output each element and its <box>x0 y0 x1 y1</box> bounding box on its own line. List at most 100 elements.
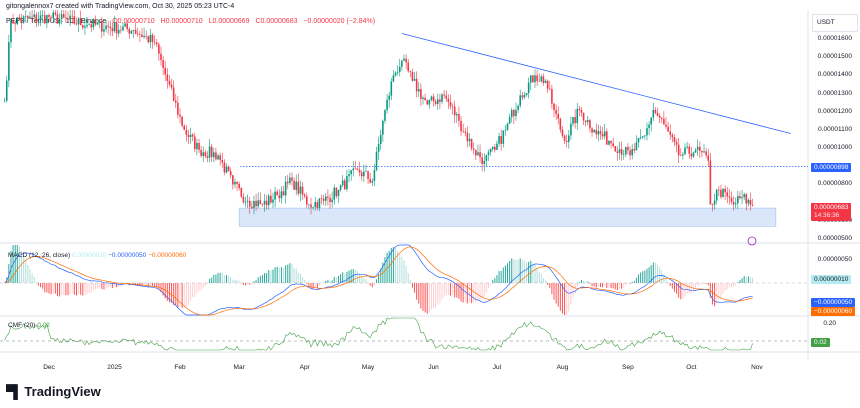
candle-body <box>187 134 190 137</box>
candle-body <box>117 29 120 34</box>
candle-body <box>126 23 128 29</box>
candle-body <box>240 188 243 197</box>
candle-body <box>280 191 283 199</box>
candle-body <box>548 88 551 90</box>
price-tick: 0.00001100 <box>818 125 852 133</box>
candle-body <box>656 112 659 116</box>
candle-body <box>709 160 712 205</box>
macd-title[interactable]: MACD (12, 26, close) <box>8 252 71 259</box>
candle-body <box>295 181 298 190</box>
candle-body <box>751 204 754 206</box>
candle-body <box>71 15 74 17</box>
tradingview-logo-icon: ▀▌ <box>6 384 22 399</box>
candle-body <box>325 196 327 201</box>
candle-body <box>561 129 564 136</box>
candle-body <box>244 201 247 203</box>
candle-body <box>637 138 640 143</box>
candle-body <box>327 196 329 198</box>
candle-body <box>703 151 705 153</box>
candle-body <box>141 34 143 38</box>
time-tick: Nov <box>751 364 763 371</box>
candle-body <box>189 134 192 137</box>
candle-body <box>215 152 217 160</box>
candle-body <box>671 134 674 138</box>
tradingview-logo-text: TradingView <box>24 384 101 399</box>
time-tick: Aug <box>556 364 569 371</box>
candle-body <box>633 149 636 151</box>
candle-body <box>62 14 65 18</box>
candle-body <box>329 197 331 203</box>
tradingview-logo[interactable]: ▀▌ TradingView <box>6 384 101 399</box>
candle-body <box>576 108 579 124</box>
candle-body <box>652 109 655 118</box>
candle-body <box>669 131 672 135</box>
candle-body <box>24 16 27 17</box>
currency-label[interactable]: USDT <box>812 14 858 32</box>
candle-body <box>597 131 600 135</box>
candle-body <box>248 200 251 207</box>
candle-body <box>570 123 572 136</box>
candle-body <box>743 194 745 198</box>
candle-body <box>58 18 61 24</box>
candle-body <box>358 169 361 173</box>
candle-body <box>54 12 57 15</box>
candle-body <box>388 95 390 100</box>
candle-body <box>401 60 403 67</box>
candle-body <box>206 156 209 158</box>
candle-body <box>390 81 393 96</box>
candle-body <box>96 22 99 25</box>
candle-body <box>439 99 441 102</box>
candle-body <box>690 153 693 157</box>
candle-body <box>310 204 312 208</box>
candle-body <box>67 18 69 20</box>
candle-body <box>293 180 295 190</box>
candle-body <box>377 144 380 152</box>
candle-body <box>232 175 234 185</box>
close-value: C0.00000683 <box>255 18 298 25</box>
candle-body <box>517 105 519 110</box>
candle-body <box>462 130 464 132</box>
candle-body <box>394 72 397 76</box>
candle-body <box>221 160 224 163</box>
candle-body <box>417 89 420 92</box>
candle-body <box>606 131 608 145</box>
candle-body <box>536 75 538 82</box>
candle-body <box>286 181 289 184</box>
candle-body <box>82 25 84 28</box>
candle-body <box>458 113 460 121</box>
cmf-title[interactable]: CMF (20) <box>8 322 36 329</box>
candle-body <box>65 17 67 19</box>
candle-body <box>181 116 183 126</box>
candle-body <box>396 71 399 73</box>
candle-body <box>255 200 257 207</box>
attribution: gitongalennox7 created with TradingView.… <box>6 3 235 10</box>
candle-body <box>599 131 602 134</box>
candle-body <box>48 15 50 18</box>
price-tick: 0.00001300 <box>817 89 852 97</box>
candle-body <box>392 75 395 82</box>
price-tick: 0.00001200 <box>817 107 852 115</box>
candle-body <box>415 78 418 92</box>
lightning-alert-icon <box>747 236 757 246</box>
candle-body <box>320 198 323 200</box>
candle-body <box>73 16 76 24</box>
candle-body <box>506 123 509 130</box>
candle-body <box>316 202 319 209</box>
candle-body <box>420 89 422 99</box>
candle-body <box>707 155 710 161</box>
candle-body <box>584 120 587 123</box>
candle-body <box>365 171 367 172</box>
time-tick: Apr <box>299 364 310 371</box>
candle-body <box>677 144 680 156</box>
candle-body <box>587 120 589 123</box>
candle-body <box>449 101 452 107</box>
candle-body <box>422 97 424 99</box>
candle-body <box>684 147 686 155</box>
candle-body <box>682 154 684 156</box>
symbol-label[interactable]: PEPE / TetherUS · 1D · Binance <box>6 18 107 25</box>
candle-body <box>41 15 44 16</box>
candle-body <box>720 189 722 198</box>
candle-body <box>715 189 718 201</box>
candle-body <box>153 41 156 43</box>
